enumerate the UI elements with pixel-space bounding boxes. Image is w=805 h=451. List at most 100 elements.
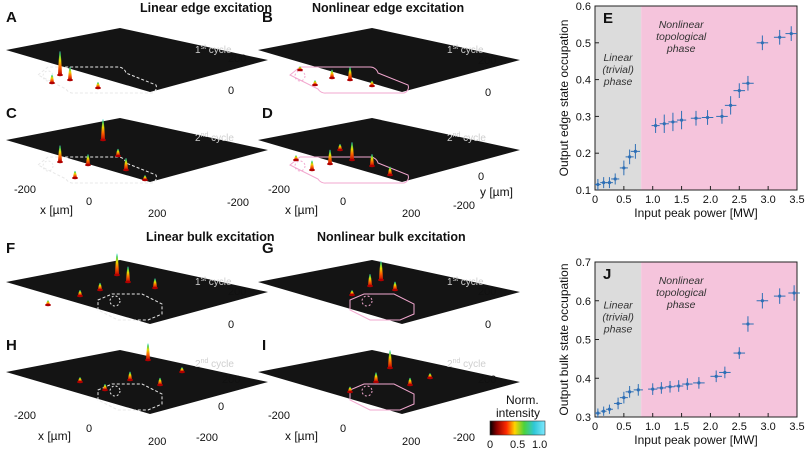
panel-h — [6, 343, 268, 414]
nonlinear-phase-text: phase — [666, 299, 696, 311]
intensity-peak-a-0 — [58, 51, 62, 75]
plane-h — [6, 350, 268, 414]
intensity-peak-c-2 — [86, 154, 90, 165]
y-tick-label: 0.3 — [576, 111, 591, 123]
peak-base-d-2 — [369, 164, 375, 168]
y-axis-label: Output edge state occupation — [557, 20, 571, 177]
x-tick-label: 2.5 — [732, 194, 747, 206]
lattice-outline-f — [97, 293, 163, 321]
colorbar-title-2: intensity — [496, 406, 540, 420]
data-point — [628, 390, 632, 394]
cycle-label-g: 1st cycle — [447, 276, 484, 288]
intensity-peak-f-5 — [46, 300, 50, 305]
x-tick-d-2: 0 — [340, 196, 346, 208]
data-point — [714, 374, 718, 378]
y-tick-g-1: 200 — [478, 286, 496, 298]
nonlinear-phase-region — [641, 262, 797, 417]
data-point — [651, 387, 655, 391]
peak-base-d-1 — [327, 162, 333, 166]
data-point — [760, 299, 764, 303]
data-point — [723, 370, 727, 375]
intensity-peak-i-3 — [348, 386, 352, 392]
intensity-peak-d-3 — [310, 160, 314, 170]
data-point — [668, 385, 672, 389]
x-tick-label: 0.5 — [616, 421, 631, 433]
data-point — [729, 103, 733, 107]
data-point — [636, 388, 640, 392]
intensity-peak-h-2 — [158, 377, 162, 385]
intensity-peak-i-4 — [428, 373, 432, 378]
x-tick-label: 3.0 — [760, 421, 775, 433]
excitation-ring-b — [294, 70, 306, 82]
peak-base-c-4 — [115, 154, 121, 158]
linear-phase-text: phase — [603, 324, 633, 336]
intensity-peak-c-0 — [101, 119, 105, 140]
y-axis-label-d: y [µm] — [480, 185, 513, 199]
title-linear-edge: Linear edge excitation — [140, 1, 272, 15]
intensity-peak-f-2 — [98, 282, 102, 290]
intensity-peak-i-2 — [408, 377, 412, 385]
y-tick-f-2: 0 — [228, 319, 234, 331]
x-tick-label: 1.0 — [645, 421, 660, 433]
linear-phase-text: (trivial) — [602, 64, 634, 76]
x-tick-i-1: -200 — [268, 410, 290, 422]
plane-c — [6, 118, 268, 182]
data-point — [789, 31, 793, 36]
data-point — [697, 381, 701, 385]
data-point — [616, 401, 620, 406]
panel-a — [6, 28, 268, 94]
title-nonlinear-edge: Nonlinear edge excitation — [312, 1, 464, 15]
linear-phase-text: Linear — [603, 52, 633, 64]
data-point — [596, 411, 600, 415]
intensity-peak-a-2 — [50, 74, 54, 83]
intensity-peak-i-1 — [374, 372, 378, 382]
intensity-peak-f-4 — [78, 290, 82, 296]
y-tick-d-2: 0 — [478, 171, 484, 183]
panel-b — [258, 28, 520, 94]
nonlinear-phase-text: Nonlinear — [659, 275, 704, 287]
cycle-label-i: 2nd cycle — [447, 358, 486, 370]
data-point — [746, 81, 750, 85]
y-tick-h-1: 200 — [222, 374, 240, 386]
peak-base-c-6 — [142, 178, 148, 182]
y-tick-c-3: -200 — [227, 197, 249, 209]
intensity-peak-i-0 — [388, 350, 392, 368]
cycle-label-b: 1st cycle — [447, 44, 484, 56]
intensity-peak-b-0 — [348, 66, 352, 80]
x-axis-label: Input peak power [MW] — [634, 206, 757, 220]
peak-base-d-6 — [293, 158, 299, 162]
panel-label-b: B — [262, 9, 273, 26]
panel-f — [6, 253, 268, 324]
peak-base-d-3 — [309, 168, 315, 172]
x-tick-d-1: -200 — [268, 184, 290, 196]
peak-base-h-4 — [77, 380, 83, 384]
panel-label-f: F — [6, 240, 15, 257]
nonlinear-phase-text: topological — [656, 31, 707, 43]
intensity-peak-a-3 — [96, 82, 100, 88]
plane-d — [258, 118, 520, 182]
x-tick-h-3: 200 — [148, 436, 166, 448]
y-tick-d-3: -200 — [453, 200, 475, 212]
colorbar — [489, 420, 546, 436]
intensity-peak-d-4 — [388, 166, 392, 175]
data-point — [628, 155, 632, 159]
y-tick-label: 0.6 — [576, 1, 591, 13]
x-tick-h-1: -200 — [14, 410, 36, 422]
lattice-outline-c — [37, 156, 157, 184]
data-point — [607, 407, 612, 411]
intensity-peak-g-3 — [350, 290, 354, 295]
intensity-peak-d-0 — [350, 142, 354, 160]
peak-base-h-3 — [102, 388, 108, 392]
peak-base-b-0 — [347, 78, 353, 82]
nonlinear-phase-region — [641, 6, 797, 190]
x-tick-label: 1.0 — [645, 194, 660, 206]
data-point — [778, 35, 782, 39]
x-tick-label: 3.5 — [789, 421, 804, 433]
excitation-ring-g — [361, 295, 373, 307]
data-point — [613, 177, 617, 181]
peak-base-c-2 — [85, 163, 91, 167]
peak-base-b-3 — [369, 84, 375, 88]
peak-base-i-2 — [407, 383, 413, 387]
x-axis-label: Input peak power [MW] — [634, 433, 757, 447]
